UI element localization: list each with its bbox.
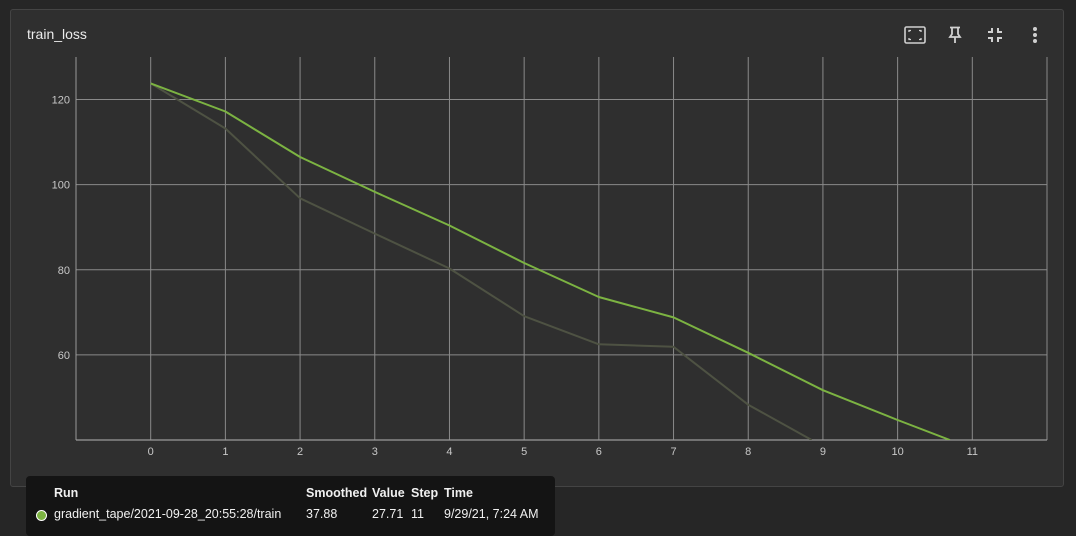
fit-domain-icon xyxy=(904,26,926,44)
run-color-dot xyxy=(36,510,47,521)
header-smoothed: Smoothed xyxy=(306,486,368,500)
y-tick-label: 80 xyxy=(58,265,70,277)
x-tick-label: 8 xyxy=(745,446,751,458)
header-step: Step xyxy=(411,486,439,500)
y-tick-label: 100 xyxy=(52,180,70,192)
x-tick-label: 11 xyxy=(967,446,978,458)
y-tick-label: 60 xyxy=(58,350,70,362)
chart-card: train_loss xyxy=(10,9,1064,487)
x-tick-label: 2 xyxy=(297,446,303,458)
line-chart[interactable]: 0 1 2 3 4 5 6 7 8 9 10 11 60 80 100 120 xyxy=(0,0,1076,500)
y-tick-label: 120 xyxy=(52,95,70,107)
x-tick-label: 4 xyxy=(446,446,452,458)
more-options-button[interactable] xyxy=(1017,22,1053,48)
x-tick-label: 9 xyxy=(820,446,826,458)
pin-button[interactable] xyxy=(937,22,973,48)
smoothed-value: 37.88 xyxy=(306,507,338,521)
step-value: 11 xyxy=(411,507,424,521)
smoothed-series-line xyxy=(150,82,951,440)
x-tick-label: 0 xyxy=(148,446,154,458)
header-run: Run xyxy=(54,486,79,500)
x-tick-label: 3 xyxy=(372,446,378,458)
tooltip-data-row: gradient_tape/2021-09-28_20:55:28/train … xyxy=(26,505,555,526)
pin-icon xyxy=(948,26,962,43)
more-vert-icon xyxy=(1033,27,1037,43)
raw-value: 27.71 xyxy=(372,507,404,521)
collapse-icon xyxy=(988,28,1002,42)
raw-series-line xyxy=(150,82,813,440)
time-value: 9/29/21, 7:24 AM xyxy=(444,507,539,521)
collapse-button[interactable] xyxy=(977,22,1013,48)
data-tooltip: Run Smoothed Value Step Time gradient_ta… xyxy=(26,476,555,536)
chart-toolbar xyxy=(897,22,1053,48)
x-tick-label: 7 xyxy=(670,446,676,458)
x-tick-label: 10 xyxy=(891,446,903,458)
header-value: Value xyxy=(372,486,405,500)
x-tick-label: 6 xyxy=(596,446,602,458)
x-tick-label: 5 xyxy=(521,446,527,458)
header-time: Time xyxy=(444,486,473,500)
x-tick-label: 1 xyxy=(222,446,228,458)
fit-domain-button[interactable] xyxy=(897,22,933,48)
tooltip-header-row: Run Smoothed Value Step Time xyxy=(26,484,555,505)
chart-title: train_loss xyxy=(27,26,87,42)
run-name: gradient_tape/2021-09-28_20:55:28/train xyxy=(54,507,282,521)
